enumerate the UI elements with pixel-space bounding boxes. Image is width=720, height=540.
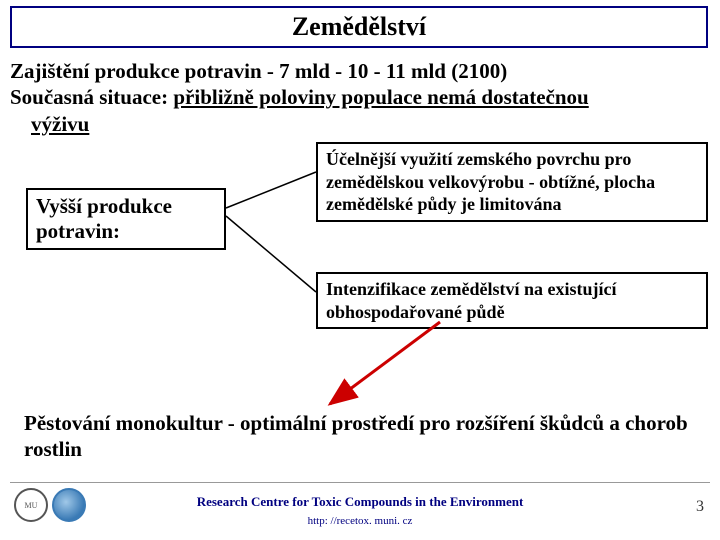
- intro-line2b: přibližně poloviny populace nemá dostate…: [173, 85, 588, 109]
- title-box: Zemědělství: [10, 6, 708, 48]
- page-number: 3: [696, 498, 704, 516]
- intro-paragraph: Zajištění produkce potravin - 7 mld - 10…: [10, 58, 710, 137]
- intro-line1: Zajištění produkce potravin - 7 mld - 10…: [10, 59, 507, 83]
- box-intensification: Intenzifikace zemědělství na existující …: [316, 272, 708, 329]
- footer-org: Research Centre for Toxic Compounds in t…: [0, 494, 720, 510]
- box-higher-production: Vyšší produkce potravin:: [26, 188, 226, 250]
- box-higher-production-text: Vyšší produkce potravin:: [36, 194, 216, 244]
- footer-url: http: //recetox. muni. cz: [0, 515, 720, 527]
- box-intensification-text: Intenzifikace zemědělství na existující …: [326, 278, 698, 323]
- intro-line2a: Současná situace:: [10, 85, 173, 109]
- box-land-use-text: Účelnější využití zemského povrchu pro z…: [326, 148, 698, 216]
- page-title: Zemědělství: [292, 12, 426, 42]
- bottom-paragraph: Pěstování monokultur - optimální prostře…: [24, 410, 694, 463]
- box-land-use: Účelnější využití zemského povrchu pro z…: [316, 142, 708, 222]
- footer-divider: [10, 482, 710, 483]
- intro-line2c: výživu: [31, 112, 89, 136]
